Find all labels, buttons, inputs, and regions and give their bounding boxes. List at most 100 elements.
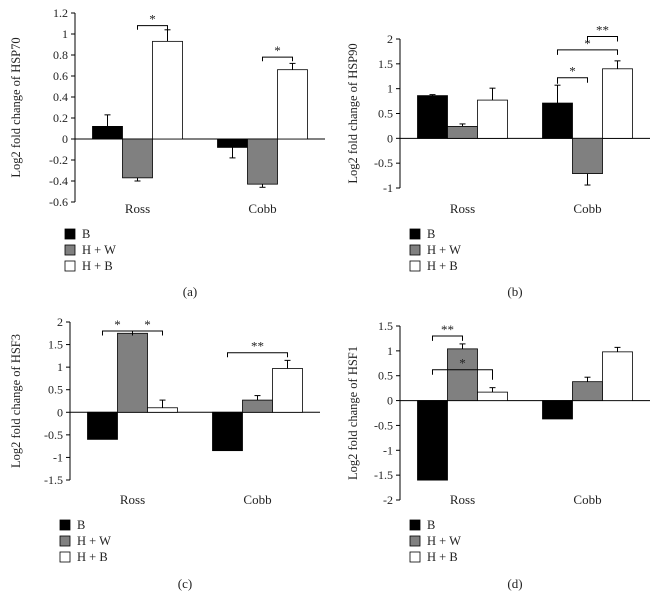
y-tick-label: -1 xyxy=(53,450,63,464)
significance-bracket xyxy=(432,369,493,380)
category-label-cobb: Cobb xyxy=(243,492,271,507)
y-tick-label: 2 xyxy=(57,315,63,329)
significance-label: * xyxy=(149,12,156,27)
bar-cobb-hb xyxy=(602,68,633,139)
y-axis-title: Log2 fold change of HSF3 xyxy=(9,334,23,468)
bar-ross-hb xyxy=(152,40,183,140)
significance-bracket xyxy=(137,25,168,30)
significance-label: * xyxy=(584,36,591,51)
legend-label: H + B xyxy=(427,550,458,564)
y-tick-label: -0.4 xyxy=(49,174,68,188)
panel-label: (b) xyxy=(507,284,522,299)
legend-label: B xyxy=(427,518,435,532)
chart-panel-a: -0.6 -0.4 -0.2 0 0.2 0.4 0.6 0.8 1 1.2 Log2 fold c… xyxy=(9,6,325,299)
y-tick-label: 1 xyxy=(387,82,393,96)
legend-swatch-hw xyxy=(59,535,71,547)
y-tick-label: -0.5 xyxy=(374,156,393,170)
bar-cobb-hw xyxy=(247,138,278,185)
significance-label: ** xyxy=(251,339,264,354)
y-tick-label: 0 xyxy=(62,132,68,146)
legend-label: H + W xyxy=(427,534,461,548)
significance-label: * xyxy=(569,64,576,79)
significance-bracket xyxy=(132,330,163,336)
y-tick-label: 1.5 xyxy=(378,57,393,71)
significance-bracket xyxy=(587,36,618,42)
y-tick-label: -2 xyxy=(383,493,393,507)
y-tick-label: -0.2 xyxy=(49,153,68,167)
y-tick-label: 0.6 xyxy=(53,69,68,83)
legend-label: H + B xyxy=(82,259,113,273)
y-tick-label: 0 xyxy=(387,131,393,145)
y-tick-label: 1.5 xyxy=(378,319,393,333)
bar-cobb-hb xyxy=(272,368,303,413)
y-tick-label: 1.5 xyxy=(48,338,63,352)
bar-cobb-b xyxy=(212,411,243,452)
category-label-ross: Ross xyxy=(125,201,150,216)
bar-ross-hw xyxy=(447,348,478,401)
bar-ross-hb xyxy=(147,407,178,413)
y-tick-label: 2 xyxy=(387,32,393,46)
significance-bracket xyxy=(557,49,618,55)
legend-label: B xyxy=(427,227,435,241)
category-label-cobb: Cobb xyxy=(248,201,276,216)
y-tick-label: 0.4 xyxy=(53,90,68,104)
bar-cobb-b xyxy=(542,400,573,420)
bar-ross-hw xyxy=(122,138,153,179)
y-tick-label: 1.2 xyxy=(53,6,68,20)
y-tick-label: 1 xyxy=(57,360,63,374)
category-label-cobb: Cobb xyxy=(573,201,601,216)
significance-label: ** xyxy=(441,322,454,337)
legend-label: H + B xyxy=(77,550,108,564)
bar-ross-hw xyxy=(117,332,148,413)
category-label-ross: Ross xyxy=(450,201,475,216)
y-tick-label: 1 xyxy=(387,344,393,358)
y-tick-label: -1 xyxy=(383,443,393,457)
legend-label: B xyxy=(82,227,90,241)
legend-swatch-hb xyxy=(59,551,71,563)
significance-bracket xyxy=(227,352,288,358)
legend-swatch-b xyxy=(64,228,76,240)
bar-cobb-hb xyxy=(277,69,308,140)
panel-label: (a) xyxy=(183,284,197,299)
legend-swatch-hb xyxy=(409,551,421,563)
panel-label: (c) xyxy=(178,576,192,591)
legend-label: H + W xyxy=(427,243,461,257)
panel-label: (d) xyxy=(507,576,522,591)
legend-swatch-hw xyxy=(409,244,421,256)
legend-swatch-b xyxy=(409,519,421,531)
significance-label: * xyxy=(274,43,281,58)
bar-ross-hb xyxy=(477,99,508,139)
y-tick-label: 0.5 xyxy=(378,107,393,121)
legend-label: B xyxy=(77,518,85,532)
significance-label: ** xyxy=(596,23,609,38)
y-tick-label: 0 xyxy=(387,394,393,408)
significance-label: * xyxy=(144,317,151,332)
bar-cobb-b xyxy=(217,138,248,148)
legend-label: H + W xyxy=(82,243,116,257)
chart-panel-d: -2 -1.5 -1 -0.5 0 0.5 1 1.5 Log2 fold change of … xyxy=(346,319,650,591)
legend-swatch-hw xyxy=(409,535,421,547)
y-tick-label: -0.6 xyxy=(49,195,68,209)
significance-bracket xyxy=(262,56,293,62)
legend-label: H + W xyxy=(77,534,111,548)
y-tick-label: -1.5 xyxy=(44,473,63,487)
bar-ross-hw xyxy=(447,126,478,139)
y-tick-label: 0.5 xyxy=(378,369,393,383)
significance-bracket xyxy=(557,77,588,84)
bar-ross-hb xyxy=(477,391,508,401)
bar-ross-b xyxy=(92,126,123,140)
bar-ross-b xyxy=(87,411,118,440)
bar-cobb-hw xyxy=(242,399,273,413)
y-tick-label: 1 xyxy=(62,27,68,41)
y-tick-label: -0.5 xyxy=(374,418,393,432)
chart-panel-c: -1.5 -1 -0.5 0 0.5 1 1.5 2 Log2 fold change of H… xyxy=(9,315,320,591)
legend-swatch-hb xyxy=(409,260,421,272)
significance-label: * xyxy=(459,356,466,371)
bar-cobb-b xyxy=(542,102,573,139)
y-tick-label: 0.5 xyxy=(48,383,63,397)
bar-cobb-hb xyxy=(602,351,633,401)
y-tick-label: -1.5 xyxy=(374,468,393,482)
legend-swatch-b xyxy=(409,228,421,240)
category-label-ross: Ross xyxy=(120,492,145,507)
